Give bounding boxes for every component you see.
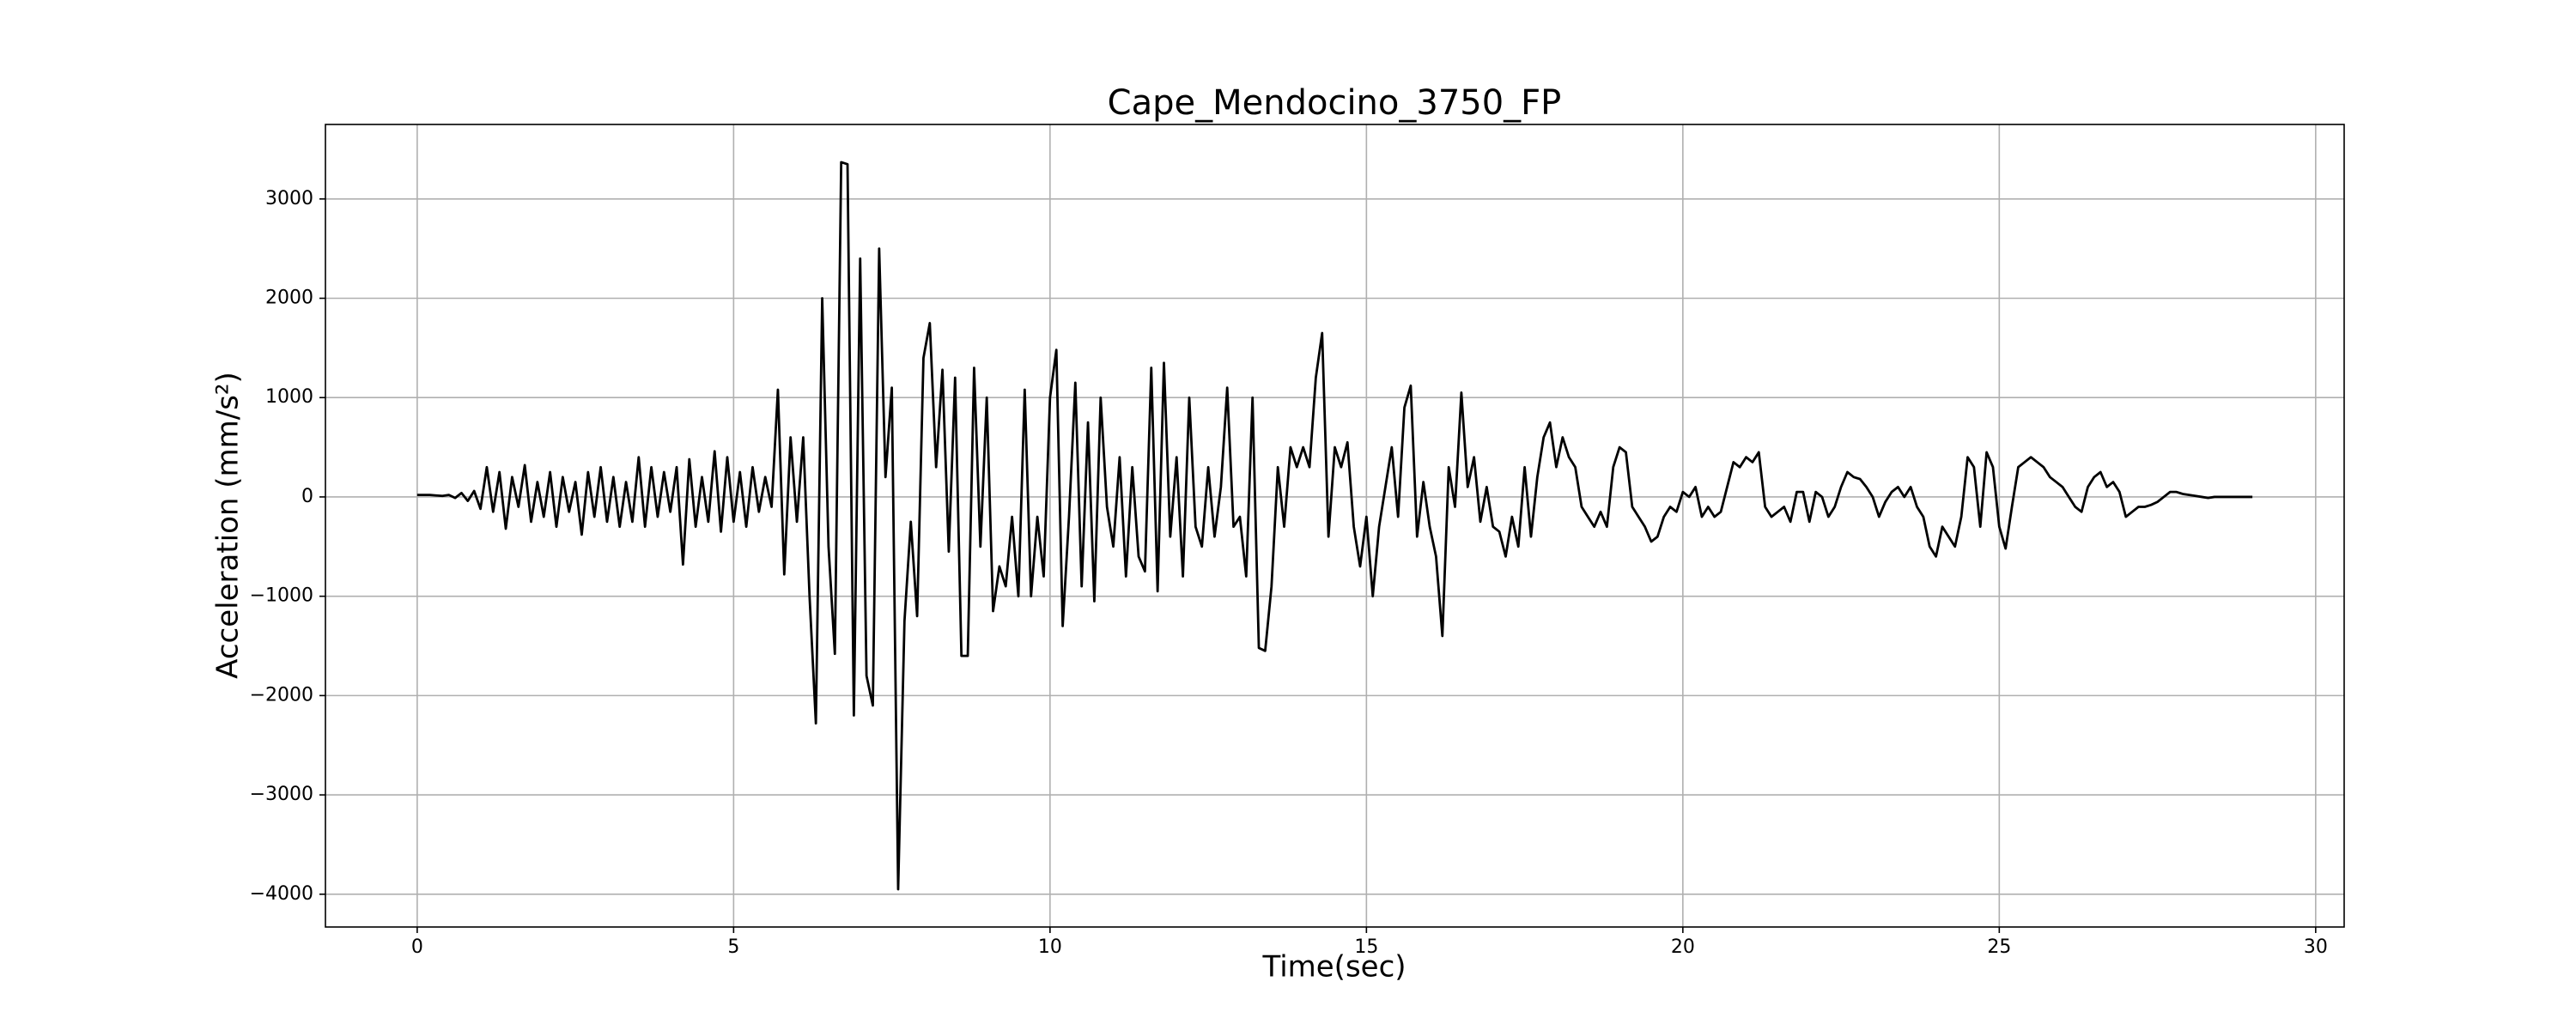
x-tick-label: 15 (1354, 936, 1378, 958)
y-axis-label: Acceleration (mm/s²) (211, 372, 246, 679)
y-tick-label: 2000 (265, 288, 313, 309)
y-tick-label: 1000 (265, 386, 313, 408)
y-tick-label: 3000 (265, 188, 313, 209)
x-tick-label: 30 (2304, 936, 2328, 958)
plot-frame (325, 124, 2345, 928)
y-tick-label: −3000 (250, 784, 313, 805)
chart-title: Cape_Mendocino_3750_FP (1108, 83, 1562, 123)
y-tick-label: −1000 (250, 585, 313, 607)
data-line (416, 161, 2253, 891)
x-tick-label: 10 (1038, 936, 1062, 958)
y-tick-label: −4000 (250, 883, 313, 905)
x-tick-label: 25 (1987, 936, 2011, 958)
y-tick-label: −2000 (250, 684, 313, 706)
x-tick-label: 5 (727, 936, 739, 958)
x-tick-label: 0 (411, 936, 423, 958)
x-axis-label: Time(sec) (1261, 950, 1406, 985)
x-tick-label: 20 (1671, 936, 1695, 958)
y-tick-label: 0 (301, 486, 313, 507)
